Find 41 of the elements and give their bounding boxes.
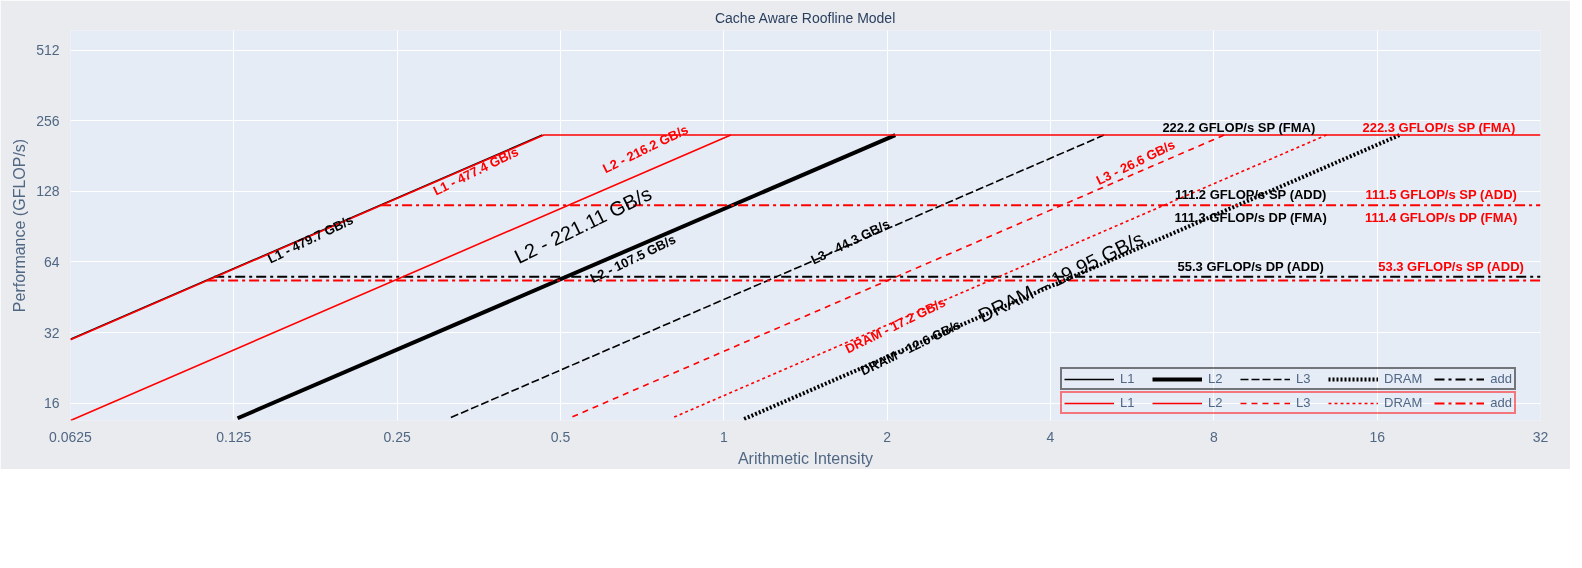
annotation: L2 - 107.5 GB/s xyxy=(587,231,679,287)
y-tick-label: 512 xyxy=(36,42,60,58)
y-tick-label: 32 xyxy=(43,324,60,341)
annotation: 111.5 GFLOP/s SP (ADD) xyxy=(1365,187,1517,203)
x-tick-label: 0.0625 xyxy=(49,428,93,445)
x-tick-label: 8 xyxy=(1209,428,1218,445)
annotation: L1 - 479.7 GB/s xyxy=(265,211,356,267)
x-tick-label: 16 xyxy=(1369,428,1386,445)
annotation: 222.2 GFLOP/s SP (FMA) xyxy=(1162,119,1316,135)
x-tick-label: 0.25 xyxy=(383,428,411,445)
x-axis-title: Arithmetic Intensity xyxy=(737,449,874,467)
x-tick-label: 32 xyxy=(1532,428,1549,445)
legend-label: L3 xyxy=(1296,371,1312,386)
legend-label: add xyxy=(1490,371,1512,386)
legend-label: L1 xyxy=(1120,371,1136,386)
x-tick-label: 0.5 xyxy=(550,428,571,445)
annotation: 222.3 GFLOP/s SP (FMA) xyxy=(1362,119,1516,135)
annotation: 55.3 GFLOP/s DP (ADD) xyxy=(1177,258,1324,274)
legend-label: L1 xyxy=(1120,395,1136,410)
annotation: L3 - 26.6 GB/s xyxy=(1093,136,1178,189)
annotation: 53.3 GFLOP/s SP (ADD) xyxy=(1378,258,1524,274)
legend-label: DRAM xyxy=(1384,371,1423,386)
annotation: L1 - 477.4 GB/s xyxy=(430,143,521,199)
legend-label: DRAM xyxy=(1384,395,1423,410)
legend-label: L3 xyxy=(1296,395,1312,410)
x-tick-label: 1 xyxy=(719,428,728,445)
y-axis-title: Performance (GFLOP/s) xyxy=(11,138,29,313)
legend-label: L2 xyxy=(1208,395,1224,410)
y-tick-label: 64 xyxy=(43,253,60,270)
annotation: L2 - 216.2 GB/s xyxy=(600,121,691,177)
x-tick-label: 0.125 xyxy=(216,428,252,445)
annotation: 111.3 GFLOP/s DP (FMA) xyxy=(1174,210,1327,226)
y-tick-label: 128 xyxy=(36,183,60,200)
chart-title: Cache Aware Roofline Model xyxy=(714,9,896,26)
x-tick-label: 4 xyxy=(1046,428,1055,445)
y-tick-label: 16 xyxy=(43,395,60,412)
x-tick-label: 2 xyxy=(883,428,892,445)
legend-label: L2 xyxy=(1208,371,1224,386)
annotation: 111.4 GFLOP/s DP (FMA) xyxy=(1365,210,1518,226)
y-tick-label: 256 xyxy=(36,112,60,129)
legend-label: add xyxy=(1490,395,1512,410)
